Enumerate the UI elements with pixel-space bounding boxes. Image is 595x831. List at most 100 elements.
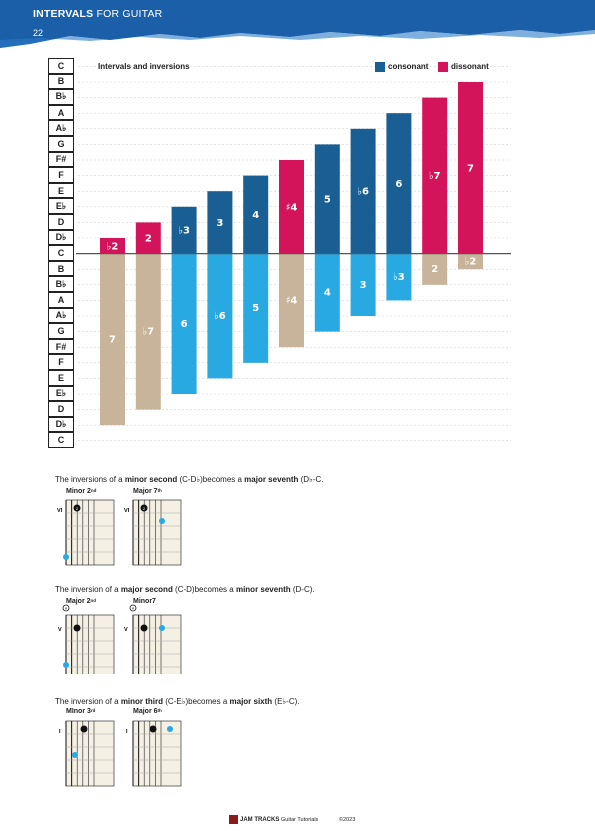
- inversion-sentence-1: The inversions of a minor second (C-D♭)b…: [55, 475, 324, 484]
- inversion-bar-8: [386, 253, 412, 301]
- interval-label-4: 4: [252, 210, 259, 221]
- position-marker: VI: [124, 508, 130, 514]
- legend-swatch-dissonant: [438, 61, 448, 72]
- interval-label-2: ♭3: [178, 226, 190, 237]
- note-cell: B♭: [48, 89, 74, 105]
- finger-dot-blue: [159, 625, 165, 631]
- note-cell: D: [48, 401, 74, 417]
- inversion-bar-4: [243, 253, 269, 363]
- note-cell: B♭: [48, 276, 74, 292]
- inversion-label-5: ♯4: [286, 295, 298, 306]
- interval-bar-0: [100, 238, 125, 254]
- inversion-sentence-3: The inversion of a minor third (C-E♭)bec…: [55, 697, 300, 706]
- inversion-label-4: 5: [252, 303, 259, 314]
- inversion-label-8: ♭3: [393, 272, 405, 283]
- inversion-label-1: ♭7: [142, 327, 154, 338]
- interval-label-5: ♯4: [286, 202, 298, 213]
- note-cell: E♭: [48, 385, 74, 402]
- interval-label-10: 7: [467, 163, 474, 174]
- running-header-title: INTERVALS FOR GUITAR: [33, 8, 163, 20]
- svg-text:×: ×: [132, 606, 135, 611]
- interval-label-9: ♭7: [429, 171, 441, 182]
- note-cell: A: [48, 292, 74, 308]
- note-cell: E♭: [48, 198, 74, 214]
- inversion-bar-7: [350, 253, 376, 316]
- note-cell: A♭: [48, 120, 74, 136]
- inversion-bar-5: [279, 253, 304, 348]
- inversion-bar-9: [422, 253, 448, 285]
- note-cell: G: [48, 323, 74, 339]
- legend-swatch-consonant: [375, 61, 385, 72]
- interval-bar-10: [458, 82, 483, 254]
- note-cell: D: [48, 214, 74, 230]
- inversion-label-9: 2: [431, 264, 438, 275]
- position-marker: I: [59, 729, 61, 735]
- svg-text:2: 2: [76, 506, 79, 511]
- note-cell: C: [48, 245, 74, 261]
- interval-bar-2: [171, 206, 197, 254]
- interval-bar-9: [422, 97, 448, 254]
- inversion-bar-0: [100, 253, 125, 426]
- intervals-chart: ♭2 2 ♭3 3 4 ♯4 5 ♭6 6 ♭7 7 7 ♭7 6 ♭6 5 ♯4 4 3 ♭3 2 ♭2: [76, 66, 511, 442]
- position-marker: V: [58, 627, 62, 633]
- finger-dot-black: [73, 504, 81, 512]
- diagram-label-major7: Major 7th: [133, 488, 162, 495]
- diagram-label-major2: Major 2nd: [66, 598, 97, 605]
- footer-copyright: ©2023: [339, 817, 356, 823]
- inversion-label-10: ♭2: [465, 256, 477, 267]
- chart-title: Intervals and inversions: [98, 62, 190, 71]
- position-marker: VI: [57, 508, 63, 514]
- jamtracks-logo: JAM TRACKS: [229, 814, 279, 825]
- fretboard-major6: I: [126, 720, 182, 787]
- finger-dot-black: [140, 504, 148, 512]
- svg-text:×: ×: [65, 606, 68, 611]
- inversion-bar-2: [171, 253, 197, 394]
- note-cell: D♭: [48, 416, 74, 433]
- interval-bar-4: [243, 175, 269, 254]
- interval-label-6: 5: [324, 195, 331, 206]
- page-number: 22: [33, 28, 44, 38]
- legend-consonant: consonant: [375, 61, 428, 72]
- fretboard-minor2: VI 2: [57, 499, 115, 566]
- note-cell: F: [48, 167, 74, 183]
- inversion-bar-10: [458, 253, 483, 270]
- finger-dot-black: [73, 624, 81, 632]
- interval-bar-3: [207, 191, 233, 254]
- inversion-label-0: 7: [109, 334, 116, 345]
- inversion-bar-3: [207, 253, 233, 379]
- position-marker: I: [126, 729, 128, 735]
- interval-label-7: ♭6: [357, 187, 369, 198]
- interval-label-0: ♭2: [107, 241, 119, 252]
- inversion-bar-1: [135, 253, 161, 410]
- interval-label-8: 6: [395, 179, 402, 190]
- interval-bar-5: [279, 160, 304, 254]
- header-band: [0, 0, 595, 48]
- note-cell: F#: [48, 151, 74, 168]
- note-cell: A: [48, 104, 74, 121]
- note-cell: G: [48, 136, 74, 152]
- interval-label-3: 3: [216, 218, 223, 229]
- svg-text:2: 2: [143, 506, 146, 511]
- note-cell: F: [48, 354, 74, 370]
- inversion-label-3: ♭6: [214, 311, 226, 322]
- finger-dot-blue: [167, 726, 173, 732]
- fretboard-minor7: V ×: [124, 604, 182, 674]
- finger-dot-black: [140, 624, 148, 632]
- diagram-label-minor2: Minor 2nd: [66, 488, 97, 495]
- finger-dot-blue: [63, 662, 69, 668]
- note-cell: C: [48, 58, 74, 74]
- fretboard-minor3: I: [59, 720, 115, 787]
- note-cell: D♭: [48, 229, 74, 246]
- interval-bar-7: [350, 128, 376, 254]
- inversion-label-2: 6: [181, 319, 188, 330]
- note-cell: B: [48, 260, 74, 277]
- diagram-label-minor7: Minor7: [133, 598, 156, 605]
- position-marker: V: [124, 627, 128, 633]
- note-cell: A♭: [48, 307, 74, 324]
- note-cell: E: [48, 182, 74, 199]
- note-cell: E: [48, 370, 74, 386]
- interval-label-1: 2: [145, 234, 152, 245]
- legend-dissonant: dissonant: [438, 61, 489, 72]
- inversion-bar-6: [314, 253, 340, 332]
- finger-dot-blue: [63, 554, 69, 560]
